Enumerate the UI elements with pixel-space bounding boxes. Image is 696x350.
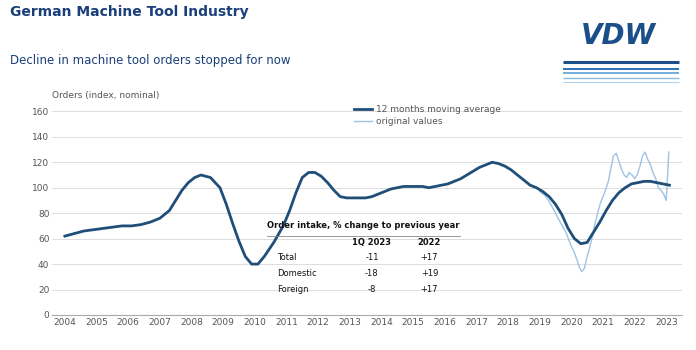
Text: -18: -18 — [365, 269, 379, 278]
Text: German Machine Tool Industry: German Machine Tool Industry — [10, 5, 249, 19]
Text: Foreign: Foreign — [278, 285, 309, 294]
Text: Domestic: Domestic — [278, 269, 317, 278]
Text: Order intake, % change to previous year: Order intake, % change to previous year — [267, 222, 460, 231]
Text: Orders (index, nominal): Orders (index, nominal) — [52, 91, 159, 100]
Text: Decline in machine tool orders stopped for now: Decline in machine tool orders stopped f… — [10, 54, 291, 67]
Text: 2022: 2022 — [418, 238, 441, 247]
Text: -11: -11 — [365, 253, 379, 262]
Text: +17: +17 — [420, 253, 438, 262]
Text: +17: +17 — [420, 285, 438, 294]
Text: +19: +19 — [420, 269, 438, 278]
Text: 1Q 2023: 1Q 2023 — [352, 238, 391, 247]
Text: VDW: VDW — [580, 22, 656, 50]
Legend: 12 months moving average, original values: 12 months moving average, original value… — [354, 105, 501, 126]
Text: Total: Total — [278, 253, 297, 262]
Text: -8: -8 — [367, 285, 376, 294]
